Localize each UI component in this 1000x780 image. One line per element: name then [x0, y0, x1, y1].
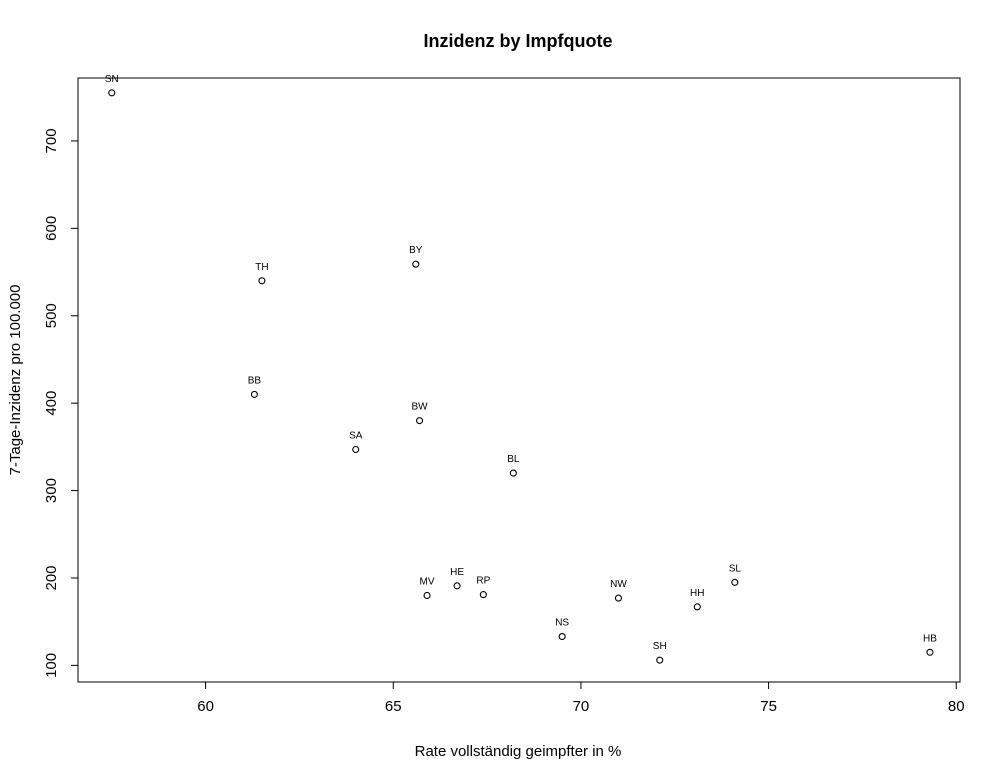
data-point: [415, 417, 424, 425]
data-point: [258, 277, 266, 285]
point-label: BW: [411, 402, 428, 413]
data-point: [108, 89, 116, 97]
data-point: [656, 656, 664, 664]
point-label: HB: [923, 633, 937, 644]
x-tick-label: 80: [948, 698, 965, 715]
data-point: [412, 260, 420, 268]
y-tick-label: 200: [43, 565, 60, 590]
point-label: SH: [653, 641, 667, 652]
data-point: [250, 390, 258, 398]
y-tick-label: 700: [43, 128, 60, 153]
data-point: [731, 578, 739, 586]
point-label: TH: [255, 262, 268, 273]
point-label: NW: [610, 579, 627, 590]
plot-frame: [77, 77, 961, 683]
point-label: RP: [476, 576, 490, 587]
point-label: BB: [248, 375, 262, 386]
x-tick-label: 75: [760, 698, 777, 715]
y-tick-label: 500: [43, 303, 60, 328]
y-tick-label: 600: [43, 216, 60, 241]
x-axis-label: Rate vollständig geimpfter in %: [415, 743, 622, 760]
data-point: [926, 648, 934, 656]
y-tick-label: 300: [43, 478, 60, 503]
point-label: BL: [507, 454, 520, 465]
y-tick-label: 100: [43, 653, 60, 678]
point-label: MV: [420, 576, 435, 587]
point-label: SN: [105, 74, 119, 85]
x-tick-label: 70: [573, 698, 590, 715]
point-label: BY: [409, 245, 423, 256]
x-tick-label: 65: [385, 698, 402, 715]
y-axis: 100 200 300 400 500 600 700: [43, 128, 79, 678]
data-point: [558, 632, 566, 641]
y-axis-label: 7-Tage-Inzidenz pro 100.000: [7, 285, 24, 476]
data-point: [352, 445, 360, 454]
point-label: NS: [555, 618, 569, 629]
y-tick-label: 400: [43, 391, 60, 416]
point-label: SA: [349, 430, 363, 441]
point-label: HE: [450, 567, 464, 578]
data-point: [453, 582, 461, 590]
data-point: [509, 469, 517, 477]
point-label: HH: [690, 588, 704, 599]
data-points: SN TH BY BB BW SA BL MV HE RP NS NW SH HH SL HB: [105, 74, 937, 664]
data-point: [479, 591, 487, 599]
data-point: [693, 603, 701, 611]
data-point: [423, 591, 431, 600]
chart-title: Inzidenz by Impfquote: [424, 31, 613, 51]
x-axis: 60 65 70 75 80: [197, 681, 965, 715]
x-tick-label: 60: [197, 698, 214, 715]
data-point: [614, 594, 623, 602]
point-label: SL: [729, 563, 742, 574]
